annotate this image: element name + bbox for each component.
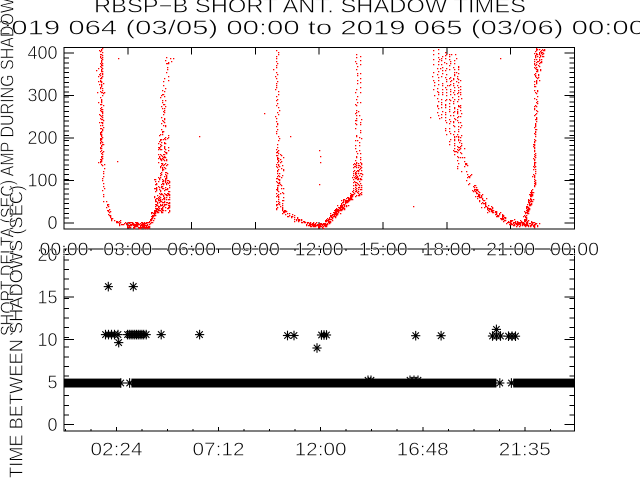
svg-text:03:00: 03:00 [103, 240, 152, 260]
svg-text:400: 400 [27, 43, 57, 63]
svg-text:200: 200 [27, 128, 57, 148]
svg-text:07:12: 07:12 [193, 440, 245, 460]
svg-text:20: 20 [37, 245, 57, 265]
svg-text:0: 0 [47, 415, 57, 435]
svg-text:21:00: 21:00 [486, 240, 535, 260]
svg-text:300: 300 [27, 86, 57, 106]
svg-text:00:00: 00:00 [40, 240, 89, 260]
svg-text:12:00: 12:00 [295, 240, 344, 260]
svg-text:SHORT DELTA (SEC) AMP DURING S: SHORT DELTA (SEC) AMP DURING SHADOW [0, 0, 18, 336]
svg-text:0: 0 [47, 213, 57, 233]
svg-text:2019 064 (03/05) 00:00 to 2019: 2019 064 (03/05) 00:00 to 2019 065 (03/0… [0, 18, 640, 40]
svg-text:10: 10 [37, 330, 57, 350]
svg-text:21:35: 21:35 [499, 440, 551, 460]
svg-text:18:00: 18:00 [422, 240, 471, 260]
svg-text:15:00: 15:00 [359, 240, 408, 260]
svg-text:12:00: 12:00 [295, 440, 347, 460]
svg-text:06:00: 06:00 [167, 240, 216, 260]
svg-text:TIME BETWEEN SHADOWS (SEC): TIME BETWEEN SHADOWS (SEC) [7, 185, 27, 478]
svg-text:5: 5 [47, 372, 57, 392]
svg-text:02:24: 02:24 [91, 440, 143, 460]
svg-text:RBSP−B SHORT ANT. SHADOW TIMES: RBSP−B SHORT ANT. SHADOW TIMES [94, 0, 526, 18]
svg-text:100: 100 [27, 171, 57, 191]
svg-text:16:48: 16:48 [397, 440, 449, 460]
svg-text:15: 15 [37, 287, 57, 307]
svg-text:09:00: 09:00 [231, 240, 280, 260]
svg-text:00:00: 00:00 [550, 240, 599, 260]
